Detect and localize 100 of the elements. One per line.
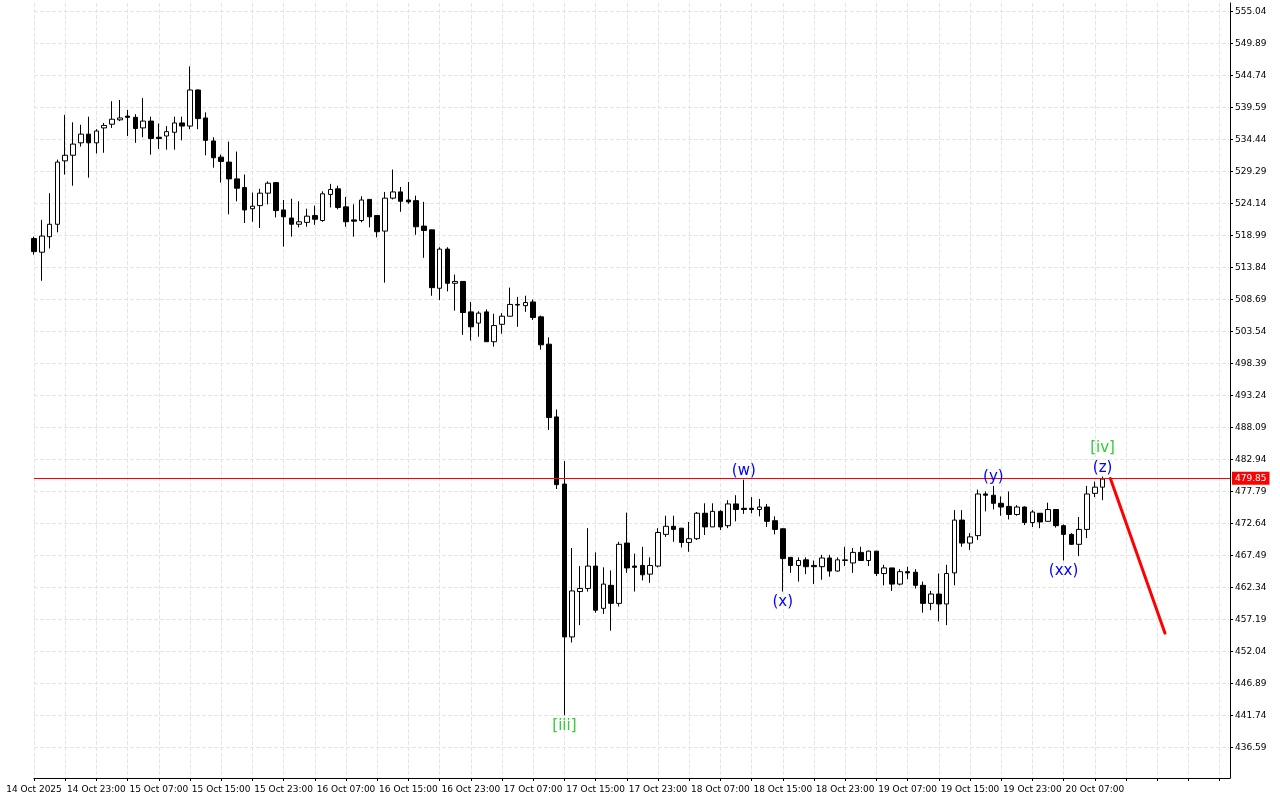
candlestick: [359, 195, 364, 223]
candlestick: [554, 408, 559, 490]
x-tick-label: 16 Oct 07:00: [316, 783, 376, 794]
x-tick-label: 17 Oct 07:00: [503, 783, 563, 794]
candlestick: [257, 188, 263, 229]
candlestick: [819, 554, 825, 581]
candlestick: [585, 527, 591, 593]
candlestick: [491, 313, 497, 348]
y-tick-label: 498.39: [1235, 357, 1267, 368]
y-tick-label: 488.09: [1235, 421, 1267, 432]
candlestick: [187, 65, 193, 130]
y-tick-label: 446.89: [1235, 677, 1267, 688]
candlestick: [320, 190, 325, 223]
candlestick: [195, 88, 201, 130]
candlestick: [530, 298, 536, 321]
annotation: [iii]: [552, 715, 577, 734]
annotation: (xx): [1048, 560, 1079, 579]
candlestick: [211, 136, 216, 169]
candlestick: [1037, 512, 1043, 529]
candlestick: [796, 556, 801, 583]
candlestick: [546, 336, 552, 431]
candlestick: [31, 236, 37, 256]
candlestick: [702, 502, 708, 536]
y-tick-label: 477.79: [1235, 485, 1267, 496]
candlestick: [928, 590, 934, 611]
candlestick: [406, 181, 411, 205]
candlestick: [515, 296, 520, 328]
candlestick: [1045, 502, 1051, 522]
candlestick: [179, 116, 185, 141]
candlestick: [70, 121, 76, 187]
candlestick: [920, 581, 926, 614]
candlestick: [616, 541, 622, 607]
y-tick-label: 452.04: [1235, 645, 1267, 656]
x-tick-label: 19 Oct 23:00: [1003, 783, 1063, 794]
candlestick: [944, 564, 949, 626]
candlestick: [172, 116, 177, 151]
candlestick: [1076, 516, 1082, 557]
y-tick-label: 513.84: [1235, 261, 1267, 272]
candlestick: [975, 489, 981, 541]
y-tick-label: 482.94: [1235, 453, 1267, 464]
y-tick-label: 472.64: [1235, 517, 1267, 528]
candlestick: [398, 186, 403, 213]
candlestick: [39, 219, 45, 282]
candlestick: [289, 198, 294, 238]
candlestick: [367, 198, 372, 228]
x-tick-label: 18 Oct 15:00: [753, 783, 813, 794]
candlestick: [47, 192, 52, 249]
candlestick: [148, 116, 154, 156]
x-tick-label: 18 Oct 07:00: [691, 783, 751, 794]
candlestick: [803, 556, 809, 575]
candlestick: [117, 99, 123, 122]
candlestick: [577, 565, 583, 626]
x-tick-label: 17 Oct 15:00: [566, 783, 626, 794]
candlestick: [390, 169, 396, 200]
candlestick: [523, 295, 528, 313]
candlestick: [203, 111, 208, 156]
y-tick-label: 544.74: [1235, 69, 1267, 80]
candlestick: [608, 569, 614, 632]
candlestick: [1061, 523, 1066, 561]
candlestick: [1100, 476, 1105, 501]
candlestick: [484, 308, 489, 343]
candlestick: [663, 515, 669, 538]
candlestick: [749, 496, 754, 514]
candlestick: [296, 200, 302, 228]
candlestick: [671, 515, 676, 543]
candlestick: [991, 485, 996, 511]
candlestick: [437, 246, 442, 301]
candlestick: [133, 113, 138, 144]
candlestick: [655, 527, 661, 568]
y-tick-label: 508.69: [1235, 293, 1267, 304]
candlestick: [445, 246, 450, 292]
candlestick: [55, 159, 60, 233]
candlestick: [827, 554, 832, 578]
candlestick: [312, 205, 318, 226]
y-tick-label: 529.29: [1235, 165, 1267, 176]
x-tick-label: 19 Oct 15:00: [940, 783, 1000, 794]
candlestick: [1053, 509, 1059, 529]
candlestick: [850, 547, 856, 574]
candlestick: [881, 564, 887, 586]
annotation: (w): [731, 461, 756, 480]
candlestick: [569, 547, 575, 644]
x-tick-label: 14 Oct 23:00: [67, 783, 127, 794]
candlestick: [679, 527, 684, 548]
candlestick: [788, 556, 793, 574]
x-tick-label: 17 Oct 23:00: [628, 783, 688, 794]
y-tick-label: 555.04: [1235, 5, 1267, 16]
candlestick: [382, 191, 388, 284]
candlestick: [156, 123, 162, 150]
x-tick-label: 15 Oct 07:00: [129, 783, 189, 794]
candlestick: [460, 280, 466, 336]
candlestick: [250, 192, 255, 223]
candlestick: [874, 550, 879, 577]
candlestick: [897, 568, 903, 586]
candlestick: [429, 229, 435, 297]
candlestick: [476, 310, 481, 338]
y-tick-label: 467.49: [1235, 549, 1267, 560]
candlestick: [905, 566, 910, 580]
candlestick: [718, 509, 723, 531]
candlestick: [452, 274, 458, 312]
candlestick: [772, 515, 778, 535]
